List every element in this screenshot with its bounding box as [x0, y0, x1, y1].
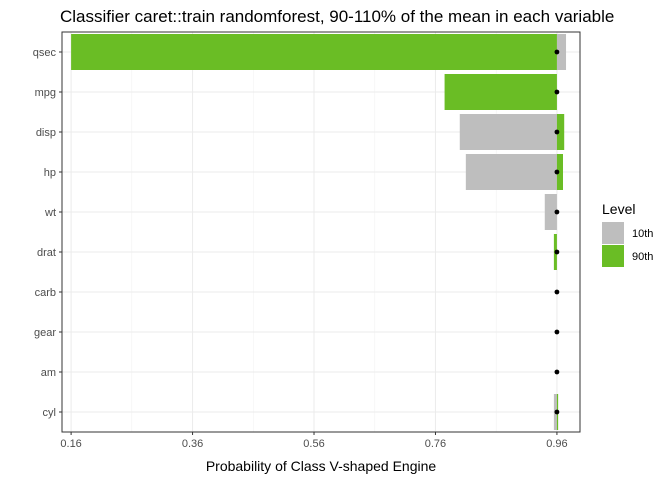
point-hp	[554, 169, 560, 175]
plot-panel-border	[61, 31, 581, 433]
y-tick-label: am	[41, 367, 56, 379]
point-drat	[554, 249, 560, 255]
x-tick-label: 0.36	[182, 438, 203, 450]
x-axis-title: Probability of Class V-shaped Engine	[206, 458, 437, 474]
x-tick-label: 0.96	[546, 438, 567, 450]
bar-wt-10th	[544, 194, 557, 230]
legend-title: Level	[602, 201, 635, 217]
legend-label: 10th	[632, 228, 653, 240]
y-tick-label: qsec	[33, 47, 57, 59]
legend-key-90th	[602, 245, 624, 267]
point-gear	[554, 329, 560, 335]
legend-key-10th	[602, 222, 624, 244]
x-tick-label: 0.16	[60, 438, 81, 450]
y-tick-label: mpg	[35, 87, 56, 99]
bar-qsec-10th	[556, 34, 567, 70]
legend-label: 90th	[632, 251, 653, 263]
bar-hp-90th	[556, 154, 563, 190]
points	[554, 49, 560, 415]
y-tick-label: hp	[44, 167, 56, 179]
x-tick-label: 0.76	[425, 438, 446, 450]
y-tick-label: gear	[34, 327, 56, 339]
point-cyl	[554, 409, 560, 415]
bar-qsec-90th	[71, 34, 557, 70]
y-axis: qsec mpg disp hp wt drat carb gear am cyl	[33, 47, 62, 419]
point-mpg	[554, 89, 560, 95]
y-tick-label: cyl	[43, 407, 56, 419]
y-tick-label: wt	[44, 207, 56, 219]
point-carb	[554, 289, 560, 295]
y-tick-label: drat	[37, 247, 56, 259]
legend: Level 10th 90th	[602, 201, 653, 267]
point-qsec	[554, 49, 560, 55]
bar-hp-10th	[465, 154, 557, 190]
point-am	[554, 369, 560, 375]
bars	[71, 34, 567, 430]
bar-disp-10th	[459, 114, 557, 150]
y-tick-label: carb	[35, 287, 56, 299]
x-tick-label: 0.56	[303, 438, 324, 450]
point-disp	[554, 129, 560, 135]
bar-mpg-90th	[444, 74, 557, 110]
y-tick-label: disp	[36, 127, 56, 139]
chart-title: Classifier caret::train randomforest, 90…	[60, 7, 614, 26]
x-axis: 0.16 0.36 0.56 0.76 0.96	[60, 432, 568, 450]
bar-disp-90th	[556, 114, 565, 150]
point-wt	[554, 209, 560, 215]
